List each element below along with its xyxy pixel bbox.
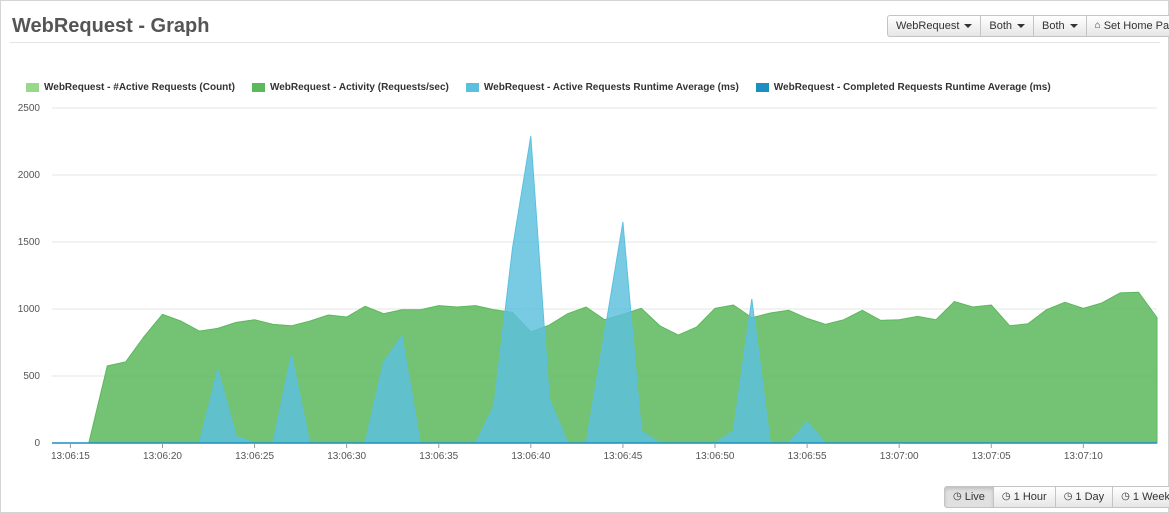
x-tick-label: 13:06:35 bbox=[419, 451, 458, 462]
home-icon: ⌂ bbox=[1094, 20, 1101, 31]
x-tick-label: 13:07:00 bbox=[880, 451, 919, 462]
page-title: WebRequest - Graph bbox=[12, 15, 210, 37]
x-tick-label: 13:07:05 bbox=[972, 451, 1011, 462]
y-tick-label: 2500 bbox=[18, 103, 41, 114]
legend-swatch bbox=[251, 83, 265, 92]
x-tick-label: 13:06:40 bbox=[511, 451, 550, 462]
range-1-hour-button[interactable]: ◷ 1 Hour bbox=[993, 486, 1056, 508]
x-tick-label: 13:06:55 bbox=[788, 451, 827, 462]
x-tick-label: 13:06:50 bbox=[696, 451, 735, 462]
button-label: Both bbox=[989, 20, 1013, 32]
range-1-week-button[interactable]: ◷ 1 Week bbox=[1113, 486, 1169, 508]
toolbar-dropdown-3-both-button[interactable]: Both bbox=[1034, 15, 1087, 37]
chart-legend: WebRequest - #Active Requests (Count) Web… bbox=[26, 82, 1051, 93]
x-tick-label: 13:06:30 bbox=[327, 451, 366, 462]
caret-down-icon bbox=[1017, 24, 1026, 28]
time-range-selector: ◷ Live ◷ 1 Hour ◷ 1 Day ◷ 1 Week bbox=[944, 486, 1169, 508]
set-home-page-button[interactable]: ⌂Set Home Page bbox=[1086, 15, 1169, 37]
x-tick-label: 13:06:20 bbox=[143, 451, 182, 462]
x-tick-label: 13:06:25 bbox=[235, 451, 274, 462]
button-label: Set Home Page bbox=[1103, 20, 1169, 32]
legend-swatch bbox=[26, 83, 39, 92]
y-tick-label: 500 bbox=[23, 371, 40, 382]
y-tick-label: 0 bbox=[34, 438, 40, 449]
legend-item: WebRequest - Active Requests Runtime Ave… bbox=[465, 82, 739, 93]
toolbar: WebRequest Both Both ⌂Set Home Page bbox=[887, 15, 1169, 37]
button-label: 1 Week bbox=[1132, 491, 1169, 503]
legend-label: WebRequest - Completed Requests Runtime … bbox=[773, 82, 1051, 93]
clock-icon: ◷ bbox=[1063, 491, 1073, 502]
clock-icon: ◷ bbox=[1001, 491, 1011, 502]
range-live-button[interactable]: ◷ Live bbox=[944, 486, 994, 508]
legend-item: WebRequest - Completed Requests Runtime … bbox=[755, 82, 1051, 93]
button-label: WebRequest bbox=[896, 20, 960, 32]
x-tick-label: 13:07:10 bbox=[1064, 451, 1103, 462]
button-label: 1 Hour bbox=[1013, 491, 1047, 503]
range-1-day-button[interactable]: ◷ 1 Day bbox=[1055, 486, 1114, 508]
legend-item: WebRequest - Activity (Requests/sec) bbox=[251, 82, 449, 93]
title-divider bbox=[10, 42, 1160, 43]
caret-down-icon bbox=[1069, 24, 1078, 28]
button-label: Live bbox=[964, 491, 985, 503]
y-tick-label: 1500 bbox=[18, 237, 41, 248]
button-label: 1 Day bbox=[1075, 491, 1105, 503]
y-tick-label: 1000 bbox=[18, 304, 41, 315]
legend-label: WebRequest - Active Requests Runtime Ave… bbox=[483, 82, 739, 93]
toolbar-dropdown-2-both-button[interactable]: Both bbox=[981, 15, 1035, 37]
legend-swatch bbox=[465, 83, 479, 92]
series-area-webrequest-active-requests-runtime-average-ms bbox=[52, 136, 1157, 444]
toolbar-dropdown-1-webrequest-button[interactable]: WebRequest bbox=[887, 15, 982, 37]
clock-icon: ◷ bbox=[1121, 491, 1130, 502]
y-tick-label: 2000 bbox=[18, 170, 41, 181]
clock-icon: ◷ bbox=[953, 491, 962, 502]
legend-label: WebRequest - #Active Requests (Count) bbox=[44, 82, 235, 93]
caret-down-icon bbox=[964, 24, 973, 28]
legend-swatch bbox=[755, 83, 769, 92]
legend-item: WebRequest - #Active Requests (Count) bbox=[26, 82, 235, 93]
legend-label: WebRequest - Activity (Requests/sec) bbox=[269, 82, 449, 93]
x-tick-label: 13:06:15 bbox=[51, 451, 90, 462]
x-tick-label: 13:06:45 bbox=[603, 451, 642, 462]
button-label: Both bbox=[1042, 20, 1065, 32]
